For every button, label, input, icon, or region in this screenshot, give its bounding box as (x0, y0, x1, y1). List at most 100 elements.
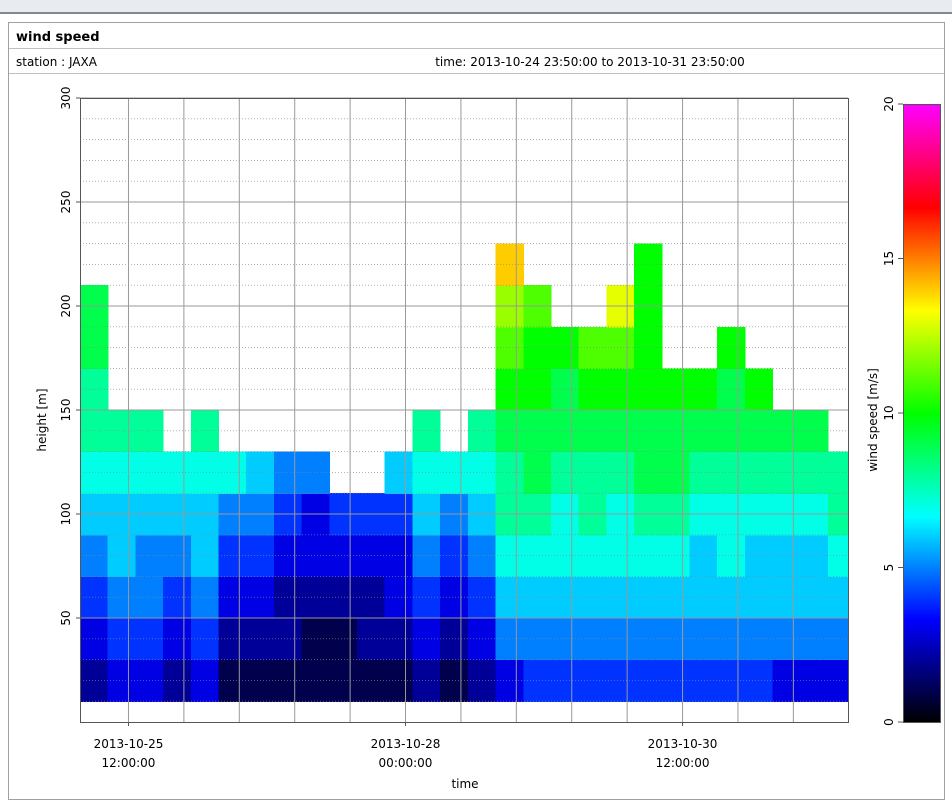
heat-cell (135, 534, 164, 577)
heat-cell (440, 534, 469, 577)
colorbar-tick-label: 10 (882, 405, 896, 420)
heat-cell (744, 410, 774, 453)
heat-cell (606, 534, 635, 577)
colorbar-tick-label: 20 (882, 96, 896, 111)
heat-cell (384, 451, 414, 494)
heat-cell (550, 576, 580, 619)
heat-cell (772, 576, 801, 619)
heat-cell (190, 410, 220, 453)
y-tick-label: 200 (59, 295, 73, 318)
heat-cell (634, 410, 663, 453)
heat-cell (301, 659, 330, 702)
heat-cell (190, 576, 220, 619)
heat-cell (412, 410, 441, 453)
heat-cell (578, 410, 607, 453)
heat-cell (550, 659, 580, 702)
heat-cell (273, 534, 303, 577)
x-tick-label: 2013-10-30 (648, 737, 718, 751)
heat-cell (827, 451, 849, 494)
heat-cell (772, 451, 801, 494)
heat-cell (772, 410, 801, 453)
heat-cell (107, 534, 137, 577)
heat-cell (800, 534, 829, 577)
heat-cell (440, 576, 469, 619)
heat-cell (689, 410, 718, 453)
heat-cell (412, 659, 441, 702)
heat-cell (80, 659, 109, 702)
heat-cell (218, 534, 247, 577)
heat-cell (412, 451, 441, 494)
y-tick-label: 50 (59, 610, 73, 625)
heat-cell (190, 451, 220, 494)
heat-cell (301, 451, 330, 494)
heat-cell (80, 410, 109, 453)
heat-cell (384, 534, 414, 577)
heat-cell (578, 534, 607, 577)
station-label: station : JAXA (16, 55, 98, 69)
heat-cell (827, 576, 849, 619)
heat-cell (163, 451, 192, 494)
heat-cell (412, 618, 441, 661)
x-tick-label: 2013-10-25 (94, 737, 164, 751)
heat-cell (550, 326, 580, 369)
heat-cell (606, 410, 635, 453)
y-tick-label: 150 (59, 399, 73, 422)
colorbar-label: wind speed [m/s] (866, 368, 880, 472)
heat-cell (523, 451, 552, 494)
heat-cell (495, 451, 524, 494)
y-axis-label: height [m] (35, 388, 49, 451)
heat-cell (744, 534, 774, 577)
heat-cell (827, 534, 849, 577)
heat-cell (523, 410, 552, 453)
heat-cell (246, 534, 275, 577)
heat-cell (800, 618, 829, 661)
heat-cell (689, 451, 718, 494)
plot-frame (80, 98, 849, 723)
x-tick-label: 12:00:00 (102, 756, 156, 770)
heat-cell (661, 451, 691, 494)
heat-cell (80, 534, 109, 577)
heat-cell (661, 576, 691, 619)
heat-cell (495, 410, 524, 453)
heat-cell (301, 618, 330, 661)
heat-cell (661, 410, 691, 453)
chart-title: wind speed (16, 30, 100, 45)
heat-cell (800, 576, 829, 619)
heat-cell (329, 534, 358, 577)
colorbar (903, 104, 941, 723)
heat-cell (467, 451, 497, 494)
heat-cell (578, 451, 607, 494)
heat-cell (135, 451, 164, 494)
heat-cell (135, 410, 164, 453)
heat-cell (440, 451, 469, 494)
heat-cell (80, 451, 109, 494)
heat-cell (218, 451, 247, 494)
x-tick-label: 00:00:00 (379, 756, 433, 770)
heat-cell (689, 534, 718, 577)
heat-cell (80, 368, 109, 411)
heat-cell (550, 451, 580, 494)
x-tick-label: 12:00:00 (656, 756, 710, 770)
heat-cell (80, 326, 109, 369)
heat-cell (412, 534, 441, 577)
colorbar-tick-label: 0 (882, 718, 896, 726)
heat-cell (440, 618, 469, 661)
heat-cell (190, 659, 220, 702)
heat-cell (190, 534, 220, 577)
heat-cell (772, 659, 801, 702)
heat-cell (800, 659, 829, 702)
heat-cell (107, 410, 137, 453)
heat-cell (827, 618, 849, 661)
top-strip (0, 0, 952, 14)
heat-cell (661, 534, 691, 577)
y-tick-label: 100 (59, 503, 73, 526)
heat-cell (827, 659, 849, 702)
heat-cell (329, 618, 358, 661)
colorbar-tick-label: 5 (882, 564, 896, 572)
heat-cell (661, 368, 691, 411)
heat-cell (495, 534, 524, 577)
x-tick-label: 2013-10-28 (371, 737, 441, 751)
heat-cell (80, 618, 109, 661)
heat-cell (550, 618, 580, 661)
